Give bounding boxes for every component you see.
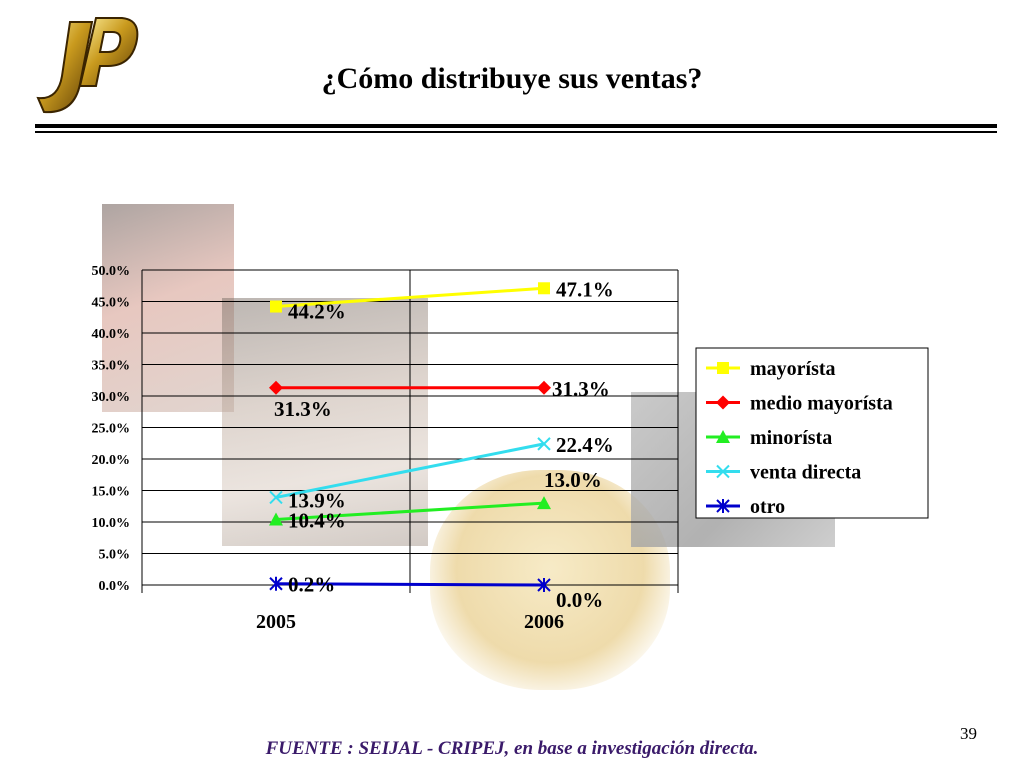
data-point (537, 496, 551, 510)
data-label: 13.9% (288, 488, 346, 512)
y-tick-label: 40.0% (92, 327, 131, 342)
series-line (275, 442, 545, 499)
legend-marker (716, 464, 730, 479)
data-point (269, 490, 283, 505)
legend-marker (716, 430, 730, 443)
data-label: 22.4% (556, 433, 614, 457)
legend-marker (717, 362, 729, 374)
data-point (538, 282, 550, 295)
y-tick-label: 50.0% (92, 264, 131, 279)
legend-label: otro (750, 496, 785, 518)
data-label: 47.1% (556, 277, 614, 301)
jp-logo (36, 17, 139, 114)
y-tick-label: 35.0% (92, 359, 131, 374)
data-point (537, 437, 551, 451)
data-label: 10.4% (288, 508, 346, 532)
series-line (275, 286, 545, 309)
legend-label: minorísta (750, 427, 832, 449)
y-tick-label: 45.0% (92, 296, 131, 311)
page-number: 39 (960, 724, 977, 743)
data-label: 0.2% (288, 573, 335, 597)
data-point (269, 576, 283, 591)
y-tick-label: 10.0% (92, 516, 131, 531)
background-photo-woman (222, 298, 428, 546)
legend-box (695, 347, 929, 519)
legend-marker (716, 499, 730, 513)
data-point (270, 300, 282, 313)
y-tick-label: 15.0% (92, 485, 131, 500)
series-line (275, 501, 545, 521)
y-tick-label: 5.0% (99, 548, 131, 563)
title-rule-thin (35, 131, 997, 133)
x-tick-label: 2005 (256, 611, 296, 633)
legend-label: venta directa (750, 462, 861, 484)
data-point (269, 380, 283, 395)
y-tick-label: 20.0% (92, 453, 131, 468)
source-note: FUENTE : SEIJAL - CRIPEJ, en base a inve… (265, 738, 759, 759)
series-line (275, 582, 545, 587)
y-tick-label: 30.0% (92, 390, 131, 405)
slide-title: ¿Cómo distribuye sus ventas? (321, 62, 703, 95)
data-label: 31.3% (552, 377, 610, 401)
title-rule (35, 124, 997, 128)
data-point (537, 578, 551, 592)
background-photo-girl (102, 204, 234, 412)
y-tick-label: 0.0% (99, 579, 131, 594)
legend-label: mayorísta (750, 358, 836, 380)
data-point (269, 512, 283, 526)
legend-marker (716, 395, 730, 410)
data-point (537, 380, 551, 395)
x-tick-label: 2006 (524, 611, 564, 633)
data-label: 0.0% (556, 588, 603, 612)
data-label: 31.3% (274, 397, 332, 421)
y-tick-label: 25.0% (92, 422, 131, 437)
data-label: 13.0% (544, 468, 602, 492)
data-label: 44.2% (288, 300, 346, 324)
legend-label: medio mayorísta (750, 393, 893, 415)
